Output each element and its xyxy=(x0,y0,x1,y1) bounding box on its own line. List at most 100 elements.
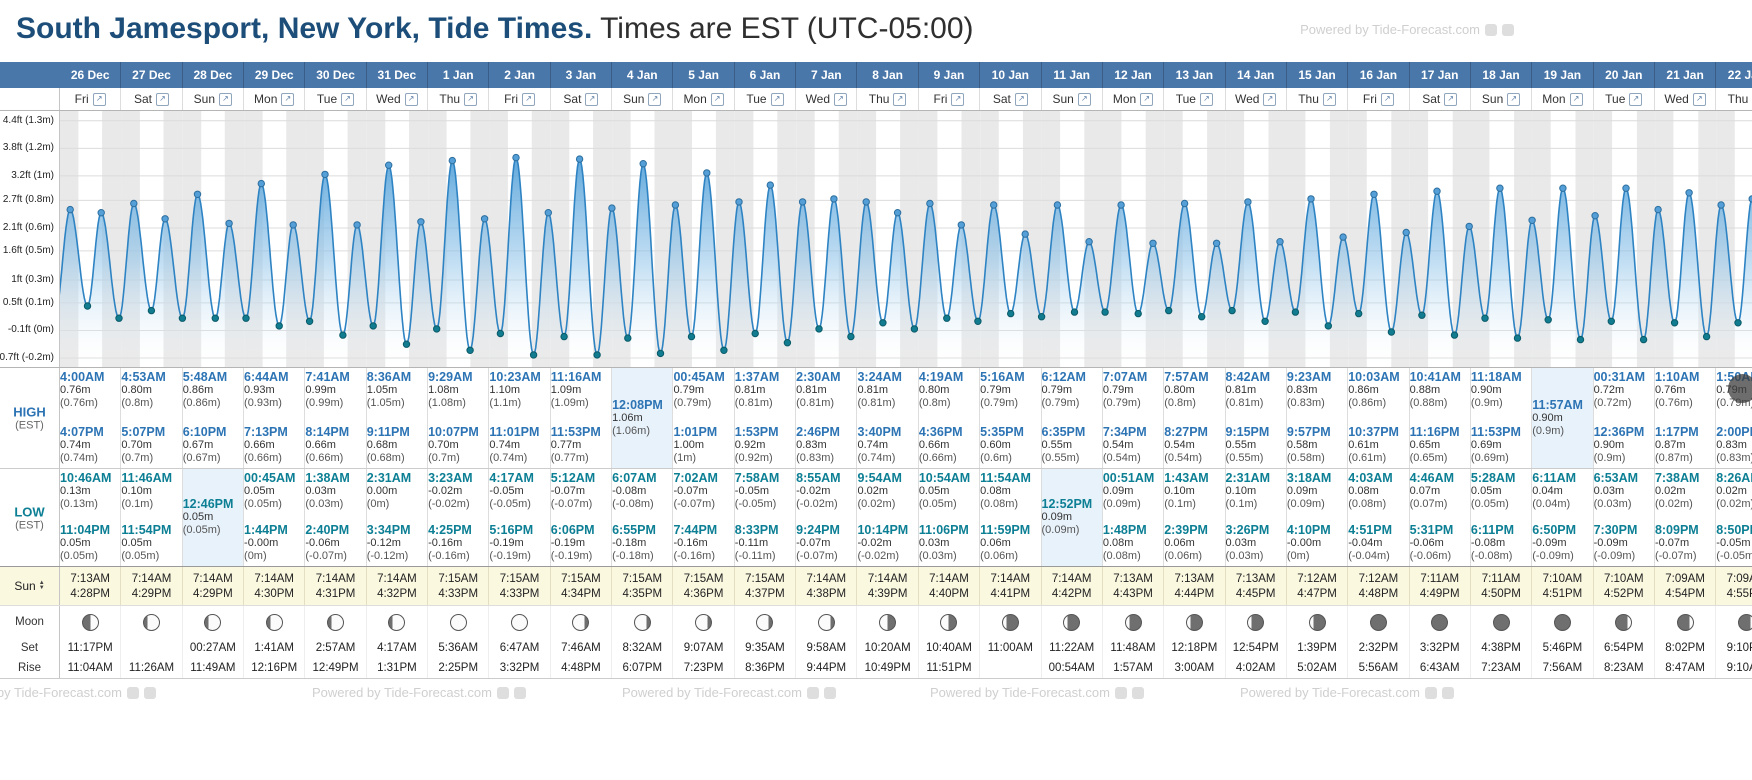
day-link-cell[interactable]: Wed ↗ xyxy=(1655,88,1717,110)
day-link-cell[interactable]: Fri ↗ xyxy=(1348,88,1410,110)
day-link-cell[interactable]: Wed ↗ xyxy=(796,88,858,110)
moonrise-time: 3:00AM xyxy=(1164,658,1226,678)
day-link-cell[interactable]: Sat ↗ xyxy=(551,88,613,110)
moonset-time: 3:32PM xyxy=(1410,638,1471,658)
external-link-icon[interactable]: ↗ xyxy=(1629,92,1643,106)
day-link-cell[interactable]: Tue ↗ xyxy=(735,88,797,110)
day-link-cell[interactable]: Mon ↗ xyxy=(673,88,735,110)
moonrise-time: 5:56AM xyxy=(1348,658,1410,678)
low-tide-entry: 5:28AM 0.05m (0.05m) xyxy=(1471,472,1531,511)
sunset-time: 4:47PM xyxy=(1297,587,1337,600)
low-tide-entry: 8:09PM -0.07m (-0.07m) xyxy=(1655,524,1715,563)
day-link-cell[interactable]: Sat ↗ xyxy=(121,88,183,110)
day-link-cell[interactable]: Fri ↗ xyxy=(489,88,551,110)
tide-extreme-dot xyxy=(798,198,807,206)
tide-height: 0.81m xyxy=(857,384,889,396)
external-link-icon[interactable]: ↗ xyxy=(404,92,418,106)
day-link-cell[interactable]: Thu↗ xyxy=(857,88,919,110)
day-link-cell[interactable]: Sun ↗ xyxy=(1471,88,1533,110)
day-link-cell[interactable]: Sun ↗ xyxy=(1042,88,1103,110)
day-link-cell[interactable]: Sat ↗ xyxy=(1410,88,1471,110)
day-link-cell[interactable]: Tue ↗ xyxy=(305,88,367,110)
low-tide-entry: 6:11AM 0.04m (0.04m) xyxy=(1532,472,1592,511)
external-link-icon[interactable]: ↗ xyxy=(1692,92,1706,106)
day-link-cell[interactable]: Thu↗ xyxy=(1287,88,1349,110)
day-link-cell[interactable]: Tue ↗ xyxy=(1164,88,1226,110)
date-cols: 26 Dec 27 Dec 28 Dec 29 Dec 30 Dec 31 Dec 1 Ja… xyxy=(60,62,1752,88)
day-link-cell[interactable]: Mon ↗ xyxy=(1103,88,1165,110)
external-link-icon[interactable]: ↗ xyxy=(1380,92,1394,106)
external-link-icon[interactable]: ↗ xyxy=(1263,92,1277,106)
external-link-icon[interactable]: ↗ xyxy=(1140,92,1154,106)
tide-extreme-dot xyxy=(1559,184,1567,192)
tide-time: 7:13PM xyxy=(244,425,288,439)
external-link-icon[interactable]: ↗ xyxy=(1444,92,1458,106)
low-tide-entry: 11:46AM 0.10m (0.1m) xyxy=(121,472,181,511)
external-link-icon[interactable]: ↗ xyxy=(464,92,478,106)
sunset-time: 4:40PM xyxy=(929,587,969,600)
day-link-cell[interactable]: Mon ↗ xyxy=(244,88,306,110)
day-link-cell[interactable]: Fri ↗ xyxy=(60,88,122,110)
day-link-cell[interactable]: Thu↗ xyxy=(428,88,490,110)
tide-extreme-dot xyxy=(353,221,361,229)
tide-extreme-dot xyxy=(178,314,187,322)
external-link-icon[interactable]: ↗ xyxy=(893,92,907,106)
tide-time: 11:54PM xyxy=(121,523,172,537)
tide-height-alt: (0.86m) xyxy=(182,397,221,409)
day-link-cell[interactable]: Sun ↗ xyxy=(612,88,674,110)
tide-time: 8:26AM xyxy=(1716,471,1752,485)
moon-phase-icon xyxy=(633,613,651,631)
day-link-cell[interactable]: Sat ↗ xyxy=(980,88,1042,110)
tide-extreme-dot xyxy=(1513,334,1522,342)
tide-extreme-dot xyxy=(83,302,92,310)
tide-extreme-dot xyxy=(339,331,347,339)
tide-time: 3:40PM xyxy=(857,425,902,439)
high-tide-entry: 12:36PM 0.90m (0.9m) xyxy=(1594,426,1654,465)
day-link-cell[interactable]: Wed ↗ xyxy=(367,88,429,110)
external-link-icon[interactable]: ↗ xyxy=(585,92,599,106)
external-link-icon[interactable]: ↗ xyxy=(1322,92,1336,106)
external-link-icon[interactable]: ↗ xyxy=(522,92,536,106)
external-link-icon[interactable]: ↗ xyxy=(710,92,724,106)
moonset-time: 12:54PM xyxy=(1226,638,1287,658)
tide-height: 0.13m xyxy=(60,485,91,497)
external-link-icon[interactable]: ↗ xyxy=(648,92,662,106)
external-link-icon[interactable]: ↗ xyxy=(341,92,355,106)
day-link-cell[interactable]: Sun ↗ xyxy=(183,88,245,110)
external-link-icon[interactable]: ↗ xyxy=(951,92,965,106)
day-link-cell[interactable]: Tue ↗ xyxy=(1594,88,1655,110)
external-link-icon[interactable]: ↗ xyxy=(834,92,848,106)
external-link-icon[interactable]: ↗ xyxy=(1199,92,1213,106)
external-link-icon[interactable]: ↗ xyxy=(1507,92,1521,106)
high-tide-entry: 9:23AM 0.83m (0.83m) xyxy=(1287,371,1347,410)
low-tide-entry: 8:50PM-0.05m(-0.05m) xyxy=(1716,524,1752,563)
tide-time: 6:12AM xyxy=(1041,370,1086,384)
sunrise-time: 7:10AM xyxy=(1542,572,1583,585)
external-link-icon[interactable]: ↗ xyxy=(770,92,784,106)
day-link-cell[interactable]: Thu↗ xyxy=(1716,88,1752,110)
low-tide-entry: 4:03AM 0.08m (0.08m) xyxy=(1348,472,1408,511)
external-link-icon[interactable]: ↗ xyxy=(281,92,295,106)
tide-height-alt: (0.76m) xyxy=(60,397,98,409)
external-link-icon[interactable]: ↗ xyxy=(219,92,233,106)
day-link-cell[interactable]: Mon ↗ xyxy=(1532,88,1594,110)
low-tide-cell: 4:46AM 0.07m (0.07m) 5:31PM -0.06m (-0.06m) xyxy=(1410,469,1471,566)
day-link-cell[interactable]: Wed ↗ xyxy=(1226,88,1287,110)
moon-phase-cell xyxy=(1348,606,1410,638)
tide-extreme-dot xyxy=(1291,308,1300,316)
tide-extreme-dot xyxy=(720,346,728,355)
tide-extreme-dot xyxy=(1212,239,1221,248)
sun-times-cell: 7:13AM 4:43PM xyxy=(1103,567,1165,605)
moonset-time: 9:10PM xyxy=(1716,638,1752,658)
external-link-icon[interactable]: ↗ xyxy=(1014,92,1028,106)
tide-time: 10:23AM xyxy=(489,370,541,384)
external-link-icon[interactable]: ↗ xyxy=(156,92,170,106)
external-link-icon[interactable]: ↗ xyxy=(1077,92,1091,106)
tide-extreme-dot xyxy=(1639,335,1648,344)
moon-phase-cell xyxy=(1164,606,1226,638)
tide-extreme-dot xyxy=(369,322,377,330)
external-link-icon[interactable]: ↗ xyxy=(92,92,106,106)
day-link-cell[interactable]: Fri ↗ xyxy=(919,88,981,110)
tide-height: 0.68m xyxy=(366,439,398,451)
external-link-icon[interactable]: ↗ xyxy=(1569,92,1583,106)
